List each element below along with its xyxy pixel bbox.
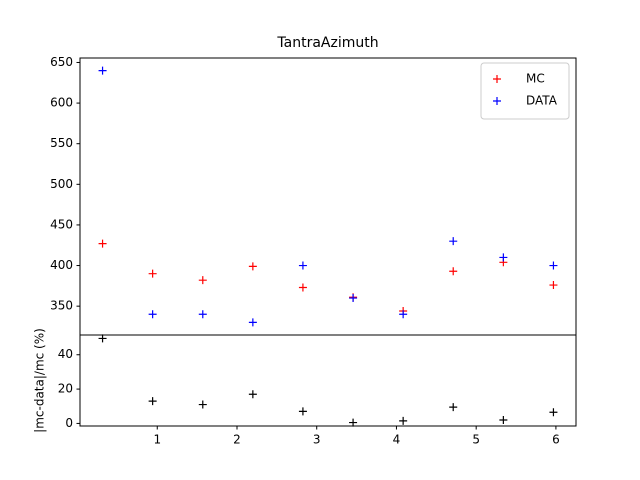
data-point — [349, 418, 358, 427]
x-tick-label: 2 — [233, 433, 241, 447]
data-point — [148, 269, 157, 278]
y-tick-label: 40 — [58, 347, 73, 361]
data-point — [248, 318, 257, 327]
data-point — [449, 267, 458, 276]
y-tick-label: 400 — [50, 258, 73, 272]
data-point — [298, 407, 307, 416]
data-point — [98, 334, 107, 343]
data-point — [148, 397, 157, 406]
x-tick-label: 5 — [472, 433, 480, 447]
data-point — [198, 310, 207, 319]
data-point — [449, 403, 458, 412]
data-point — [399, 416, 408, 425]
data-point — [549, 281, 558, 290]
y-tick-label: 350 — [50, 299, 73, 313]
y-tick-label: 650 — [50, 55, 73, 69]
y-tick-label: 600 — [50, 96, 73, 110]
data-point — [349, 294, 358, 303]
y-tick-label: 20 — [58, 382, 73, 396]
data-point — [148, 310, 157, 319]
y-tick-label: 500 — [50, 177, 73, 191]
y-tick-label: 450 — [50, 217, 73, 231]
data-point — [298, 283, 307, 292]
y-tick-label: 550 — [50, 136, 73, 150]
x-tick-label: 6 — [552, 433, 560, 447]
data-point — [298, 261, 307, 270]
data-point — [549, 408, 558, 417]
x-tick-label: 1 — [153, 433, 161, 447]
data-point — [198, 400, 207, 409]
y-tick-label: 0 — [65, 416, 73, 430]
legend: MC DATA — [480, 62, 570, 120]
data-point — [499, 415, 508, 424]
legend-marker — [493, 97, 501, 105]
data-point — [399, 310, 408, 319]
data-point — [98, 66, 107, 75]
data-point — [449, 237, 458, 246]
data-point — [98, 239, 107, 248]
legend-marker — [493, 75, 501, 83]
x-tick-label: 4 — [393, 433, 401, 447]
x-tick-label: 3 — [313, 433, 321, 447]
axes-frame — [79, 334, 577, 427]
data-point — [549, 261, 558, 270]
data-point — [248, 390, 257, 399]
data-point — [499, 253, 508, 262]
y-axis-label: |mc-data|/mc (%) — [33, 328, 47, 433]
legend-box — [480, 62, 570, 120]
legend-label: MC — [526, 72, 545, 86]
data-point — [248, 262, 257, 271]
data-point — [198, 276, 207, 285]
chart-title: TantraAzimuth — [276, 35, 378, 51]
legend-label: DATA — [526, 94, 558, 108]
